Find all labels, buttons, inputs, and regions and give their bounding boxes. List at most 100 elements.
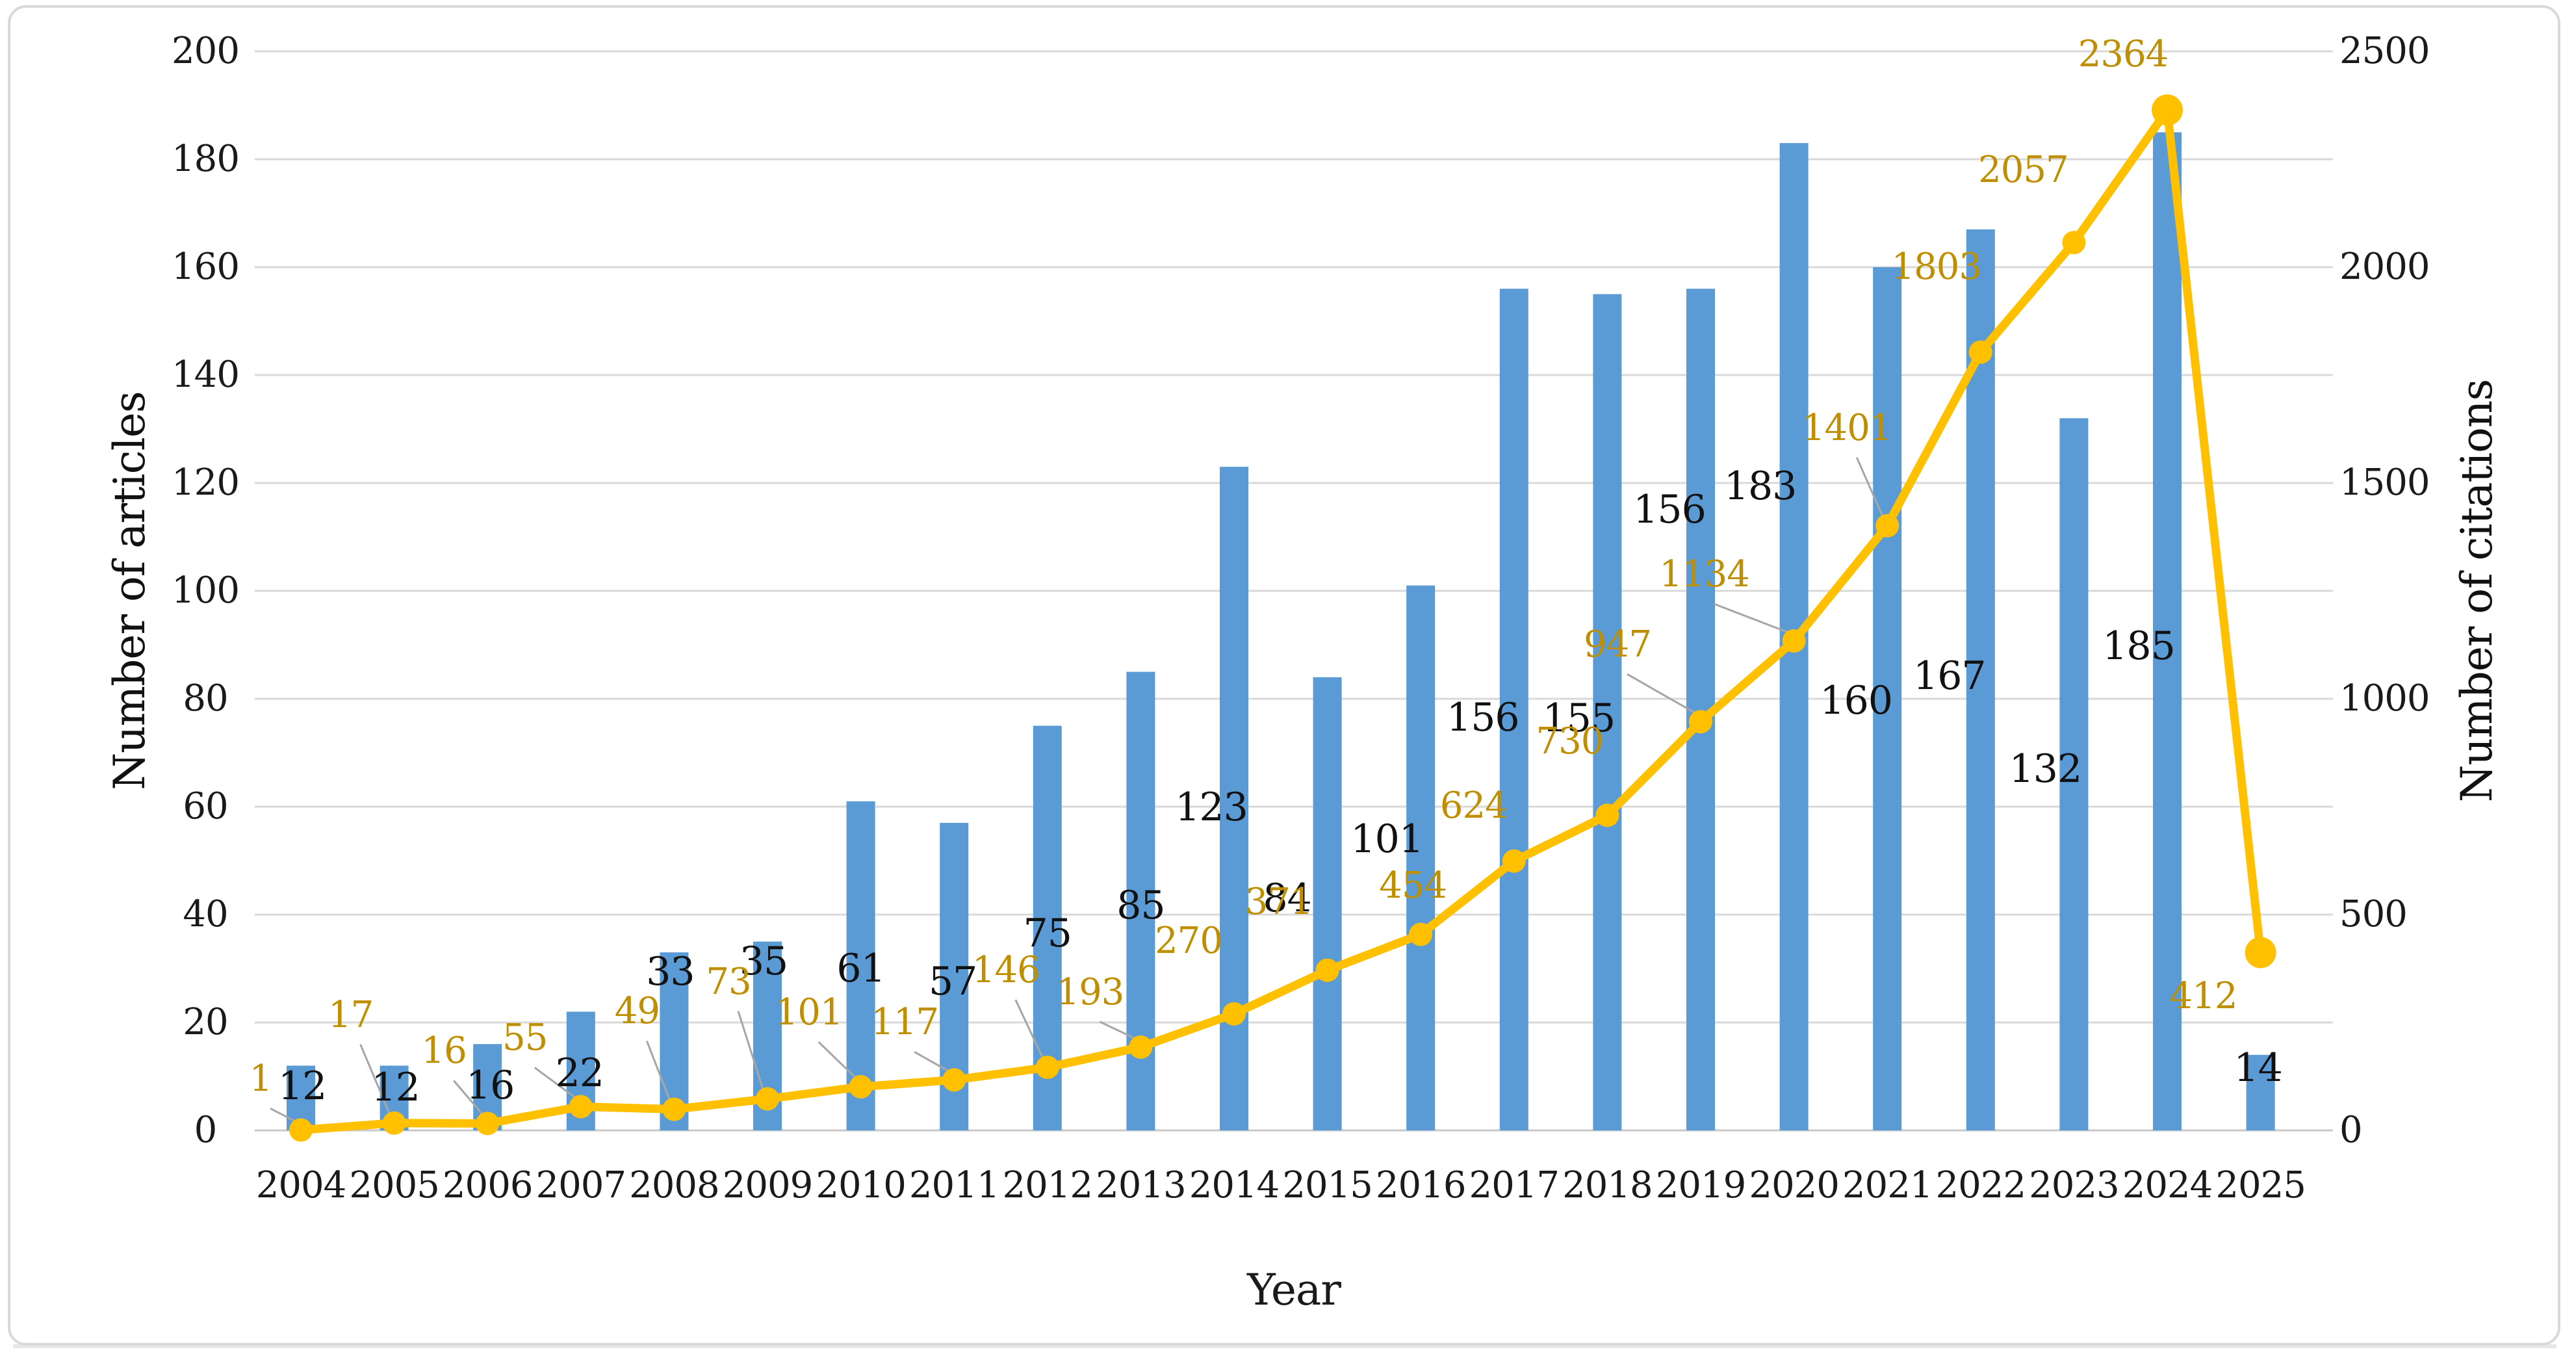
year-tick-2024: 2024 [2122,1164,2213,1206]
citations-label-2012: 146 [972,949,1040,992]
citations-label-2006: 16 [421,1030,467,1073]
x-axis-title: Year [1247,1265,1341,1315]
citations-label-2009: 73 [706,960,751,1003]
citations-marker-2013 [1129,1035,1153,1059]
bar-2024 [2153,132,2182,1130]
year-tick-2018: 2018 [1562,1164,1653,1206]
leader-line-2013 [1099,1021,1138,1041]
year-tick-2014: 2014 [1189,1164,1280,1206]
citations-marker-2025 [2245,937,2276,969]
citations-label-2004: 1 [249,1058,273,1100]
articles-label-2024: 185 [2102,623,2176,669]
citations-label-2013: 193 [1056,970,1124,1013]
citations-marker-2020 [1782,629,1806,653]
articles-label-2007: 22 [555,1050,604,1097]
articles-label-2009: 35 [739,938,788,984]
citations-marker-2017 [1502,849,1526,873]
citations-label-2005: 17 [328,993,374,1036]
citations-label-2022: 1803 [1891,245,1983,288]
year-tick-2005: 2005 [349,1164,440,1206]
citations-label-2024: 2364 [2078,33,2169,76]
citations-marker-2015 [1315,958,1339,982]
leader-line-2010 [818,1041,858,1080]
articles-label-2020: 183 [1723,463,1797,510]
leader-line-2020 [1714,603,1791,634]
articles-label-2014: 123 [1175,785,1248,831]
citations-marker-2022 [1968,340,1992,364]
citations-marker-2005 [382,1111,406,1135]
articles-label-2011: 57 [929,958,977,1004]
citations-label-2018: 730 [1536,720,1604,763]
citations-label-2025: 412 [2169,975,2238,1018]
year-tick-2008: 2008 [629,1164,720,1206]
citations-marker-2021 [1875,514,1900,538]
leader-line-2011 [914,1051,951,1073]
year-tick-2013: 2013 [1096,1164,1187,1206]
articles-label-2017: 156 [1447,695,1520,741]
citations-line [296,105,2265,1134]
articles-label-2012: 75 [1023,910,1072,956]
citations-label-2023: 2057 [1978,149,2069,192]
year-tick-2017: 2017 [1469,1164,1560,1206]
year-tick-2009: 2009 [722,1164,814,1206]
citations-label-2007: 55 [502,1017,548,1060]
left-axis-tick-80: 80 [183,677,228,720]
citations-label-2008: 49 [614,990,660,1033]
right-axis-title: Number of citations [2452,379,2502,803]
citations-marker-2024 [2152,94,2183,126]
leader-line-2005 [359,1044,391,1116]
citations-label-2019: 947 [1584,623,1652,666]
leader-line-2008 [646,1040,671,1102]
bar-2017 [1499,289,1528,1131]
bar-2015 [1313,677,1342,1130]
left-axis-tick-20: 20 [183,1001,228,1043]
year-tick-2004: 2004 [255,1164,347,1206]
left-axis-tick-200: 200 [172,30,240,72]
right-axis-tick-1500: 1500 [2339,462,2430,504]
articles-label-2025: 14 [2234,1045,2282,1091]
citations-label-2016: 454 [1379,864,1447,907]
right-axis-tick-2500: 2500 [2339,30,2430,72]
right-axis-tick-500: 500 [2339,893,2408,935]
citations-marker-2007 [569,1095,593,1119]
articles-label-2006: 16 [466,1063,515,1109]
left-axis-tick-40: 40 [183,893,228,935]
right-axis-tick-2000: 2000 [2339,246,2430,288]
left-axis-title: Number of articles [105,391,155,790]
left-axis-tick-100: 100 [172,569,240,612]
articles-label-2016: 101 [1350,816,1424,862]
articles-label-2010: 61 [836,945,885,991]
year-tick-2012: 2012 [1002,1164,1094,1206]
year-tick-2025: 2025 [2215,1164,2306,1206]
articles-label-2005: 12 [371,1065,420,1111]
year-tick-2020: 2020 [1749,1164,1840,1206]
left-axis-tick-140: 140 [172,354,240,396]
citations-marker-2014 [1222,1002,1246,1026]
articles-label-2013: 85 [1116,882,1165,928]
citations-marker-2008 [662,1097,686,1121]
leader-line-2021 [1855,457,1885,519]
citations-label-2010: 101 [775,991,844,1034]
left-axis-tick-60: 60 [183,785,228,827]
citations-marker-2006 [476,1112,500,1136]
articles-label-2021: 160 [1820,678,1893,723]
leader-line-2009 [737,1011,765,1091]
citations-marker-2009 [756,1087,779,1111]
year-tick-2019: 2019 [1655,1164,1747,1206]
leader-line-2012 [1014,999,1045,1060]
bar-2025 [2246,1054,2275,1130]
citations-label-2020: 1134 [1659,553,1750,596]
citations-marker-2016 [1409,922,1433,946]
year-tick-2011: 2011 [908,1164,1000,1206]
left-axis-tick-180: 180 [172,138,240,180]
year-tick-2015: 2015 [1282,1164,1373,1206]
citations-marker-2004 [289,1118,313,1142]
bar-2022 [1966,229,1995,1130]
articles-label-2004: 12 [277,1063,327,1110]
citations-marker-2012 [1035,1056,1059,1080]
year-tick-2022: 2022 [1935,1164,2027,1206]
leader-line-2019 [1627,673,1697,715]
citations-marker-2019 [1689,710,1712,734]
citations-marker-2018 [1595,803,1619,827]
